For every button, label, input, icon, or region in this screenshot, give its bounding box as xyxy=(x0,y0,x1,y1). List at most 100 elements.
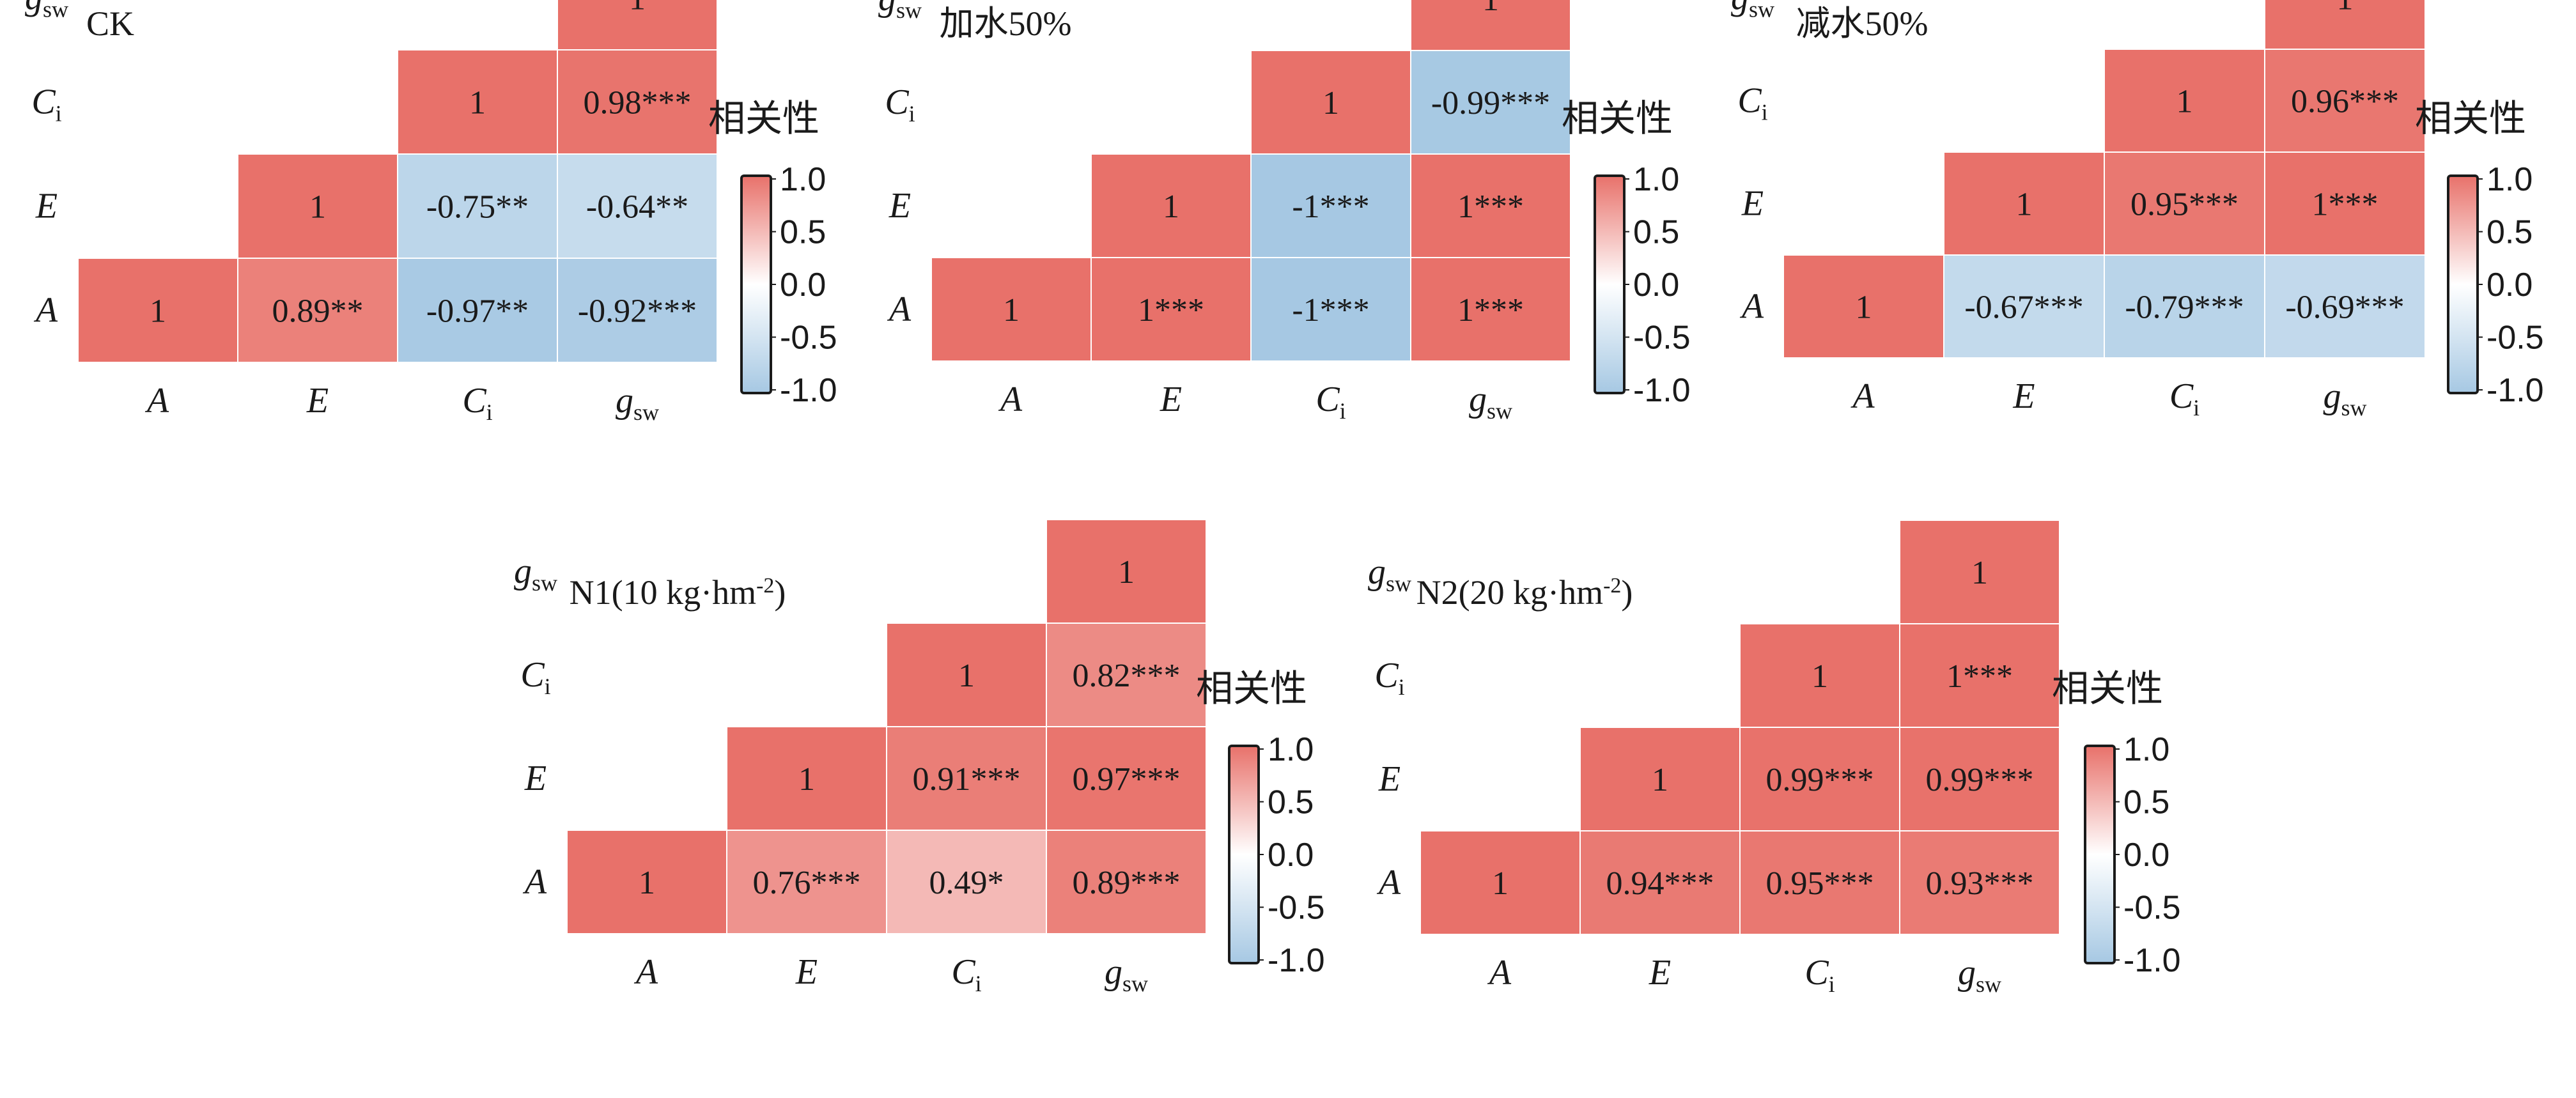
color-legend: 相关性 1.0 0.5 0.0 -0.5 -1.0 xyxy=(2052,667,2181,979)
y-tick-label-main: C xyxy=(1374,656,1399,695)
y-tick-label-subscript: sw xyxy=(1749,0,1774,22)
panel-title-superscript: -2 xyxy=(756,574,774,598)
x-tick-label-main: A xyxy=(144,381,169,421)
y-tick-label-subscript: i xyxy=(1399,674,1405,700)
x-tick-label: Ci xyxy=(951,952,981,996)
x-tick-label-subscript: sw xyxy=(2341,395,2366,421)
cell-value-label: 1 xyxy=(958,658,975,694)
x-tick-label-main: A xyxy=(1487,953,1512,993)
cell-value-label: 0.97*** xyxy=(1073,761,1181,798)
y-tick-label-main: E xyxy=(1741,184,1764,224)
panel-title: CK xyxy=(86,4,134,43)
legend-tick-label: 0.5 xyxy=(780,214,826,251)
cell-value-label: -0.79*** xyxy=(2125,290,2244,326)
cell-value-label: 0.89*** xyxy=(1073,865,1181,901)
y-tick-label-main: g xyxy=(1368,552,1386,592)
x-tick-label: E xyxy=(1160,380,1182,419)
panel-title: 减水50% xyxy=(1796,4,1928,43)
cell-value-label: 1 xyxy=(1812,658,1828,695)
panel-title-text: 加水50% xyxy=(940,4,1072,43)
x-tick-label-main: A xyxy=(633,952,658,992)
legend-tick-label: 0.0 xyxy=(2487,267,2533,304)
x-tick-label-main: E xyxy=(1160,380,1182,419)
y-tick-label-main: A xyxy=(1739,287,1764,327)
cell-value-label: 1 xyxy=(469,85,486,121)
x-tick-label: A xyxy=(633,952,658,992)
heatmap-cell xyxy=(557,0,718,50)
heatmap-cell xyxy=(397,49,558,155)
panel-title: 加水50% xyxy=(940,4,1072,43)
legend-tick-label: 1.0 xyxy=(2123,731,2169,768)
cell-value-label: 1 xyxy=(1323,85,1339,121)
legend-tick-label: 0.5 xyxy=(1268,784,1314,821)
x-tick-label-subscript: i xyxy=(1340,398,1346,424)
cell-value-label: 1*** xyxy=(1946,658,2013,695)
legend-tick-label: -0.5 xyxy=(2123,890,2181,927)
x-tick-label-main: A xyxy=(998,380,1023,419)
y-tick-label-main: A xyxy=(522,862,547,902)
y-tick-label: gsw xyxy=(878,0,922,23)
legend-tick-label: 0.0 xyxy=(1268,837,1314,874)
heatmap-cell xyxy=(1046,726,1207,831)
y-tick-label: A xyxy=(33,291,58,330)
cell-value-label: 1 xyxy=(639,865,655,901)
y-tick-label: gsw xyxy=(514,552,557,596)
y-tick-label-main: E xyxy=(35,187,58,226)
heatmap-cell xyxy=(2264,254,2426,359)
cell-value-label: 0.82*** xyxy=(1073,658,1181,694)
x-tick-label-subscript: i xyxy=(486,399,493,425)
heatmap-cell xyxy=(2264,151,2426,256)
heatmap-cell xyxy=(1579,830,1741,935)
legend-tick-label: 1.0 xyxy=(1268,731,1314,768)
legend-tick-label: -1.0 xyxy=(2487,372,2544,409)
y-tick-label: gsw xyxy=(1731,0,1774,22)
heatmap-cell xyxy=(77,258,238,363)
heatmap-cell xyxy=(1783,254,1944,359)
legend-colorbar xyxy=(2447,174,2479,394)
panel-title-end: ) xyxy=(774,573,786,612)
x-tick-label: E xyxy=(306,381,329,421)
x-tick-label: gsw xyxy=(1105,952,1148,996)
x-tick-label-main: E xyxy=(2012,376,2035,416)
cell-value-label: 1 xyxy=(1971,555,1988,591)
cell-value-label: -0.92*** xyxy=(578,293,697,330)
heatmap-cell xyxy=(1090,257,1252,362)
cell-value-label: 0.49* xyxy=(929,865,1004,901)
x-tick-label-main: E xyxy=(795,952,818,992)
x-tick-label-main: g xyxy=(1958,953,1976,993)
x-tick-label: E xyxy=(1649,953,1671,993)
y-tick-label-main: C xyxy=(31,82,56,122)
legend-title: 相关性 xyxy=(708,97,819,140)
legend-tick-label: 0.5 xyxy=(1633,214,1679,251)
legend-tick-label: -0.5 xyxy=(1633,320,1691,357)
cell-value-label: 1 xyxy=(2176,84,2193,120)
legend-colorbar xyxy=(1228,745,1260,964)
x-tick-label: Ci xyxy=(2169,376,2200,421)
x-tick-label: gsw xyxy=(616,381,659,425)
x-tick-label-main: C xyxy=(1804,953,1829,993)
color-legend: 相关性 1.0 0.5 0.0 -0.5 -1.0 xyxy=(1562,97,1691,409)
heatmap-cell xyxy=(1739,623,1900,728)
cell-value-label: 0.98*** xyxy=(584,85,692,121)
heatmap-cell xyxy=(1250,153,1411,258)
cell-value-label: 1*** xyxy=(2312,187,2378,223)
legend-tick-label: -0.5 xyxy=(2487,320,2544,357)
x-tick-label-main: C xyxy=(951,952,975,992)
heatmap-cell xyxy=(886,830,1047,934)
x-tick-label: E xyxy=(2012,376,2035,416)
heatmap-cell xyxy=(2104,49,2265,153)
x-tick-label-main: g xyxy=(1469,380,1487,419)
legend-tick-label: 0.0 xyxy=(1633,267,1679,304)
heatmap-cell xyxy=(557,49,718,155)
heatmap-cell xyxy=(397,153,558,259)
legend-tick-label: 0.5 xyxy=(2487,214,2533,251)
cell-value-label: -1*** xyxy=(1292,292,1369,329)
x-tick-label-main: A xyxy=(1850,376,1875,416)
cell-value-label: -1*** xyxy=(1292,189,1369,225)
y-tick-label-main: E xyxy=(888,186,911,226)
legend-tick-label: -1.0 xyxy=(1633,372,1691,409)
x-tick-label-subscript: sw xyxy=(633,399,659,425)
y-tick-label: E xyxy=(888,186,911,226)
x-tick-label-subscript: i xyxy=(975,971,982,996)
